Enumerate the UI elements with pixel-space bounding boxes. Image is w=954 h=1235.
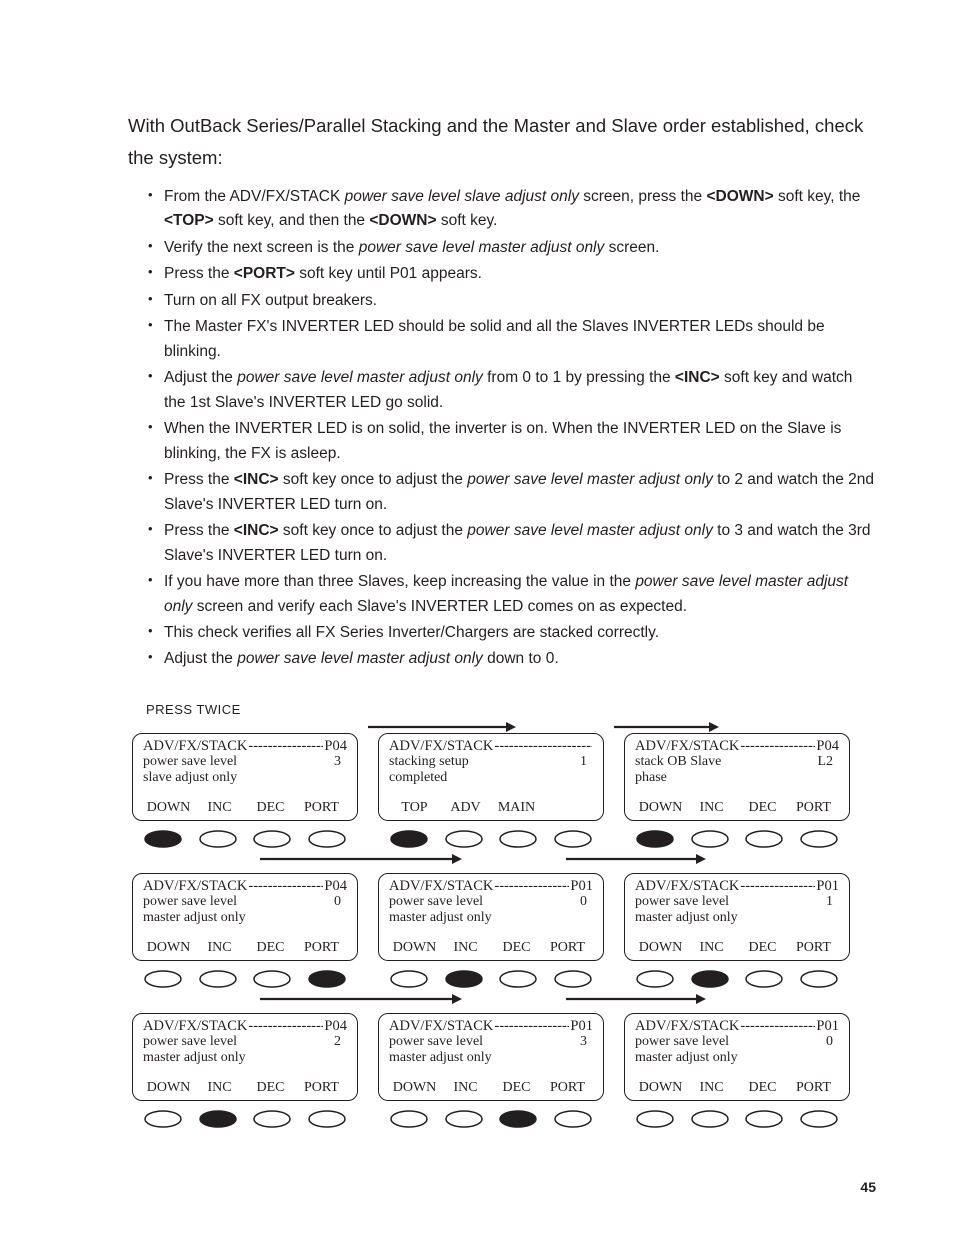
soft-key-buttons bbox=[132, 961, 358, 991]
text: Verify the next screen is the bbox=[164, 239, 359, 256]
bullet-item: Verify the next screen is the power save… bbox=[148, 236, 876, 262]
text: screen, press the bbox=[579, 188, 707, 205]
text-bold: <TOP> bbox=[164, 212, 214, 229]
bullet-item: Press the <PORT> soft key until P01 appe… bbox=[148, 262, 876, 288]
bullet-item: From the ADV/FX/STACK power save level s… bbox=[148, 185, 876, 236]
arrow-row-top bbox=[128, 721, 876, 733]
text: This check verifies all FX Series Invert… bbox=[164, 624, 659, 641]
bullet-item: When the INVERTER LED is on solid, the i… bbox=[148, 417, 876, 468]
lcd-screen: ADV/FX/STACK----------------------------… bbox=[378, 733, 604, 821]
text: Press the bbox=[164, 471, 234, 488]
intro-text: With OutBack Series/Parallel Stacking an… bbox=[128, 110, 876, 175]
bullet-list: From the ADV/FX/STACK power save level s… bbox=[128, 185, 876, 674]
screen-cell: ADV/FX/STACK----------------------------… bbox=[132, 1013, 358, 1131]
soft-key-buttons bbox=[378, 1101, 604, 1131]
soft-key-buttons bbox=[132, 821, 358, 851]
bullet-item: If you have more than three Slaves, keep… bbox=[148, 570, 876, 621]
text-italic: power save level master adjust only bbox=[359, 239, 605, 256]
screen-cell: ADV/FX/STACK----------------------------… bbox=[378, 733, 604, 851]
text: When the INVERTER LED is on solid, the i… bbox=[164, 420, 841, 461]
soft-key-buttons bbox=[378, 821, 604, 851]
lcd-screen: ADV/FX/STACK----------------------------… bbox=[132, 873, 358, 961]
bullet-item: Adjust the power save level master adjus… bbox=[148, 366, 876, 417]
text-italic: power save level master adjust only bbox=[237, 650, 483, 667]
text-bold: <INC> bbox=[675, 369, 720, 386]
soft-key-buttons bbox=[624, 961, 850, 991]
text-bold: <PORT> bbox=[234, 265, 295, 282]
bullet-item: Turn on all FX output breakers. bbox=[148, 289, 876, 315]
page-number: 45 bbox=[860, 1179, 876, 1195]
arrow-row bbox=[132, 993, 850, 1007]
lcd-screen: ADV/FX/STACK----------------------------… bbox=[624, 873, 850, 961]
lcd-screen: ADV/FX/STACK----------------------------… bbox=[624, 1013, 850, 1101]
text: down to 0. bbox=[483, 650, 559, 667]
bullet-item: Adjust the power save level master adjus… bbox=[148, 647, 876, 673]
bullet-item: This check verifies all FX Series Invert… bbox=[148, 621, 876, 647]
soft-key-buttons bbox=[624, 1101, 850, 1131]
press-twice-label: PRESS TWICE bbox=[146, 702, 876, 717]
text: soft key until P01 appears. bbox=[295, 265, 482, 282]
text: soft key. bbox=[437, 212, 498, 229]
text-italic: power save level master adjust only bbox=[467, 522, 713, 539]
soft-key-buttons bbox=[624, 821, 850, 851]
text-bold: <DOWN> bbox=[706, 188, 773, 205]
text: The Master FX's INVERTER LED should be s… bbox=[164, 318, 825, 359]
screen-cell: ADV/FX/STACK----------------------------… bbox=[378, 1013, 604, 1131]
bullet-item: Press the <INC> soft key once to adjust … bbox=[148, 468, 876, 519]
screen-cell: ADV/FX/STACK----------------------------… bbox=[132, 873, 358, 991]
text: Adjust the bbox=[164, 369, 237, 386]
text: soft key once to adjust the bbox=[279, 522, 468, 539]
lcd-screen: ADV/FX/STACK----------------------------… bbox=[624, 733, 850, 821]
screen-cell: ADV/FX/STACK----------------------------… bbox=[132, 733, 358, 851]
lcd-screen: ADV/FX/STACK----------------------------… bbox=[378, 873, 604, 961]
text-bold: <DOWN> bbox=[369, 212, 436, 229]
screen-cell: ADV/FX/STACK----------------------------… bbox=[624, 873, 850, 991]
bullet-item: The Master FX's INVERTER LED should be s… bbox=[148, 315, 876, 366]
text-italic: power save level master adjust only bbox=[467, 471, 713, 488]
lcd-screen: ADV/FX/STACK----------------------------… bbox=[378, 1013, 604, 1101]
lcd-screen: ADV/FX/STACK----------------------------… bbox=[132, 733, 358, 821]
page: With OutBack Series/Parallel Stacking an… bbox=[0, 0, 954, 1235]
soft-key-buttons bbox=[378, 961, 604, 991]
text: Press the bbox=[164, 522, 234, 539]
text: from 0 to 1 by pressing the bbox=[483, 369, 675, 386]
bullet-item: Press the <INC> soft key once to adjust … bbox=[148, 519, 876, 570]
text-bold: <INC> bbox=[234, 471, 279, 488]
text: soft key once to adjust the bbox=[279, 471, 468, 488]
text: screen. bbox=[604, 239, 659, 256]
soft-key-buttons bbox=[132, 1101, 358, 1131]
text: screen and verify each Slave's INVERTER … bbox=[192, 598, 687, 615]
screen-cell: ADV/FX/STACK----------------------------… bbox=[624, 733, 850, 851]
screen-cell: ADV/FX/STACK----------------------------… bbox=[378, 873, 604, 991]
screen-cell: ADV/FX/STACK----------------------------… bbox=[624, 1013, 850, 1131]
text: soft key, the bbox=[774, 188, 861, 205]
text: Adjust the bbox=[164, 650, 237, 667]
text: Press the bbox=[164, 265, 234, 282]
text-italic: power save level slave adjust only bbox=[345, 188, 579, 205]
screen-diagram: ADV/FX/STACK----------------------------… bbox=[132, 733, 876, 1131]
arrow-row bbox=[132, 853, 850, 867]
text: Turn on all FX output breakers. bbox=[164, 292, 377, 309]
text-bold: <INC> bbox=[234, 522, 279, 539]
lcd-screen: ADV/FX/STACK----------------------------… bbox=[132, 1013, 358, 1101]
text: If you have more than three Slaves, keep… bbox=[164, 573, 635, 590]
text-italic: power save level master adjust only bbox=[237, 369, 483, 386]
text: From the ADV/FX/STACK bbox=[164, 188, 345, 205]
text: soft key, and then the bbox=[214, 212, 370, 229]
